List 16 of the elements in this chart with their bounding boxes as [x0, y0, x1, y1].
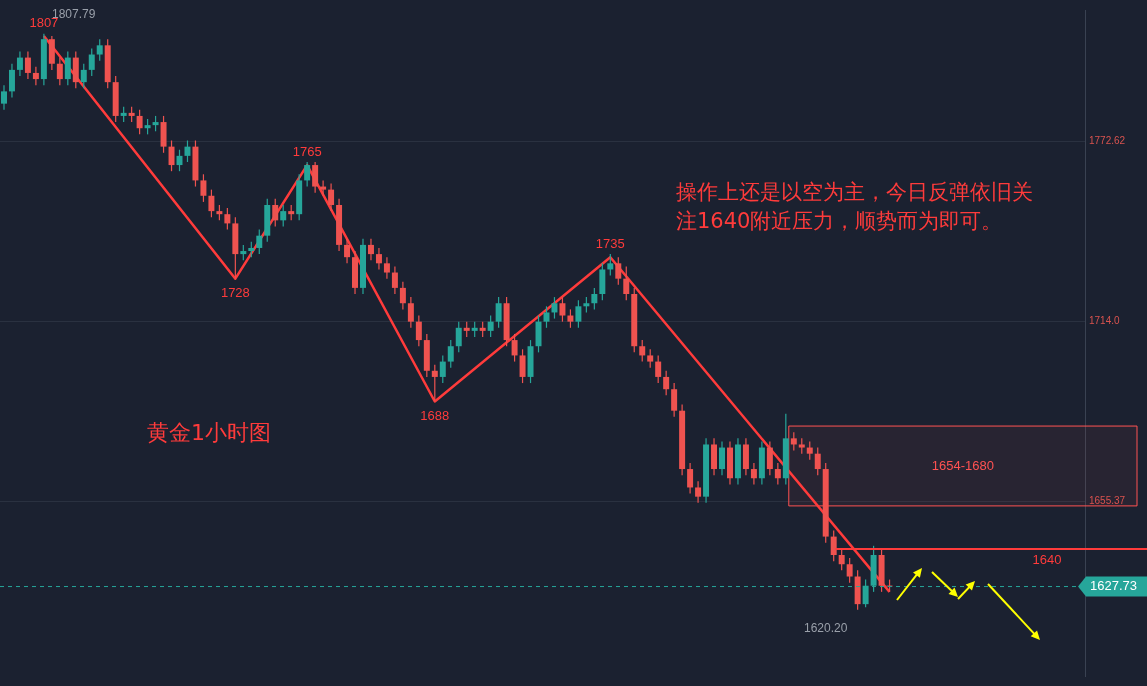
data-label: 1735: [595, 236, 625, 252]
y-tick-label: 1772.62: [1089, 135, 1126, 147]
candlestick: [647, 348, 654, 369]
annotation: 1620.20: [804, 620, 849, 637]
annotation: 黄金1小时图: [147, 419, 272, 447]
band-label: 1654-1680: [931, 457, 994, 473]
annotation: 操作上还是以空为主，今日反弹依旧关注1640附近压力，顺势而为即可。: [676, 179, 1034, 236]
data-label: 1728: [220, 284, 250, 300]
ref-line-label: 1627.73: [1090, 578, 1138, 594]
y-tick-label: 1655.37: [1089, 495, 1126, 507]
candlestick: [543, 305, 550, 329]
ref-line-label: 1640: [1032, 552, 1062, 568]
data-label: 1688: [420, 407, 450, 423]
y-tick-label: 1714.0: [1089, 315, 1121, 327]
candlestick: [96, 38, 103, 62]
data-label: 1765: [292, 144, 322, 160]
